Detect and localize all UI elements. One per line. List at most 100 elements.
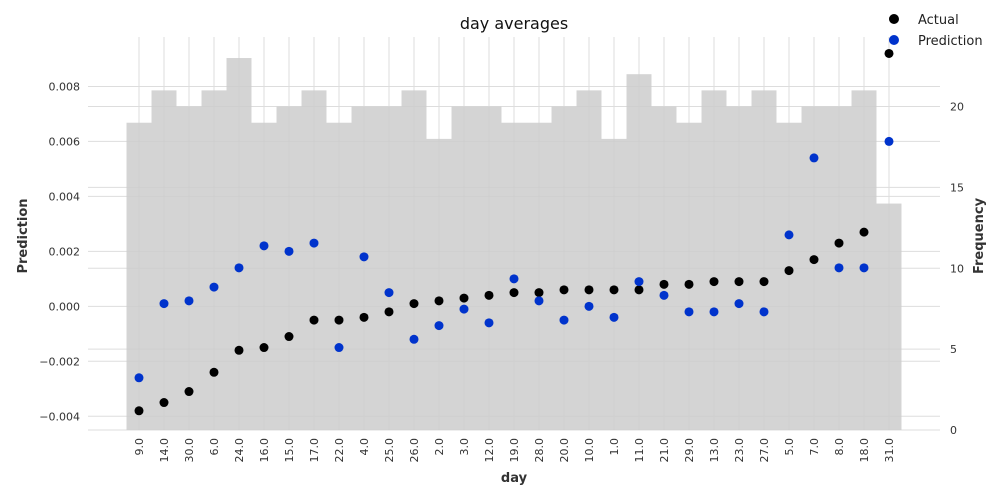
actual-point [784,266,794,276]
prediction-point [334,343,344,353]
x-tick-label: 5.0 [783,438,796,456]
x-tick-label: 6.0 [208,438,221,456]
actual-point [409,299,419,309]
y-tick-label: −0.004 [39,410,80,423]
prediction-point [834,263,844,273]
y-axis-ticks: −0.004 −0.002 0.000 0.002 0.004 0.006 0.008 [39,80,80,423]
y2-tick-label: 20 [950,101,964,114]
actual-point [859,227,869,237]
y2-tick-label: 0 [950,424,957,437]
actual-point [634,285,644,295]
frequency-bar [851,90,877,431]
x-tick-label: 26.0 [408,438,421,463]
prediction-point [534,296,544,306]
frequency-bar [201,90,227,431]
x-tick-label: 19.0 [508,438,521,463]
actual-point [384,307,394,317]
x-tick-label: 29.0 [683,438,696,463]
x-tick-label: 16.0 [258,438,271,463]
frequency-bar [551,106,577,430]
prediction-point [259,241,269,251]
frequency-bar [576,90,602,431]
x-tick-label: 9.0 [133,438,146,456]
x-tick-label: 31.0 [883,438,896,463]
x-tick-label: 1.0 [608,438,621,456]
x-tick-label: 14.0 [158,438,171,463]
prediction-point [184,296,194,306]
x-tick-label: 3.0 [458,438,471,456]
prediction-point [584,301,594,311]
x-axis-ticks: 9.0 14.0 30.0 6.0 24.0 16.0 15.0 17.0 22.0 4.0 25.… [133,438,896,463]
scatter-points [134,48,894,416]
actual-point [434,296,444,306]
actual-point [184,387,194,397]
x-tick-label: 7.0 [808,438,821,456]
actual-point [309,315,319,325]
y-tick-label: −0.002 [39,355,80,368]
prediction-point [884,136,894,146]
frequency-bar [426,138,452,430]
frequency-bar [376,106,402,430]
y-tick-label: 0.006 [49,135,81,148]
frequency-bar [751,90,777,431]
x-axis-title: day [501,471,528,486]
actual-point [684,279,694,289]
frequency-bar [226,58,252,431]
prediction-point [459,304,469,314]
y2-axis-title: Frequency [972,197,987,274]
prediction-point [809,153,819,163]
prediction-point [734,299,744,309]
y-axis-title: Prediction [16,198,31,273]
actual-point [659,279,669,289]
actual-point [709,277,719,287]
frequency-bar [676,122,702,430]
frequency-bars [126,58,902,431]
x-tick-label: 13.0 [708,438,721,463]
legend-marker-actual [889,14,899,24]
actual-point [284,332,294,342]
actual-point [259,343,269,353]
actual-point [609,285,619,295]
y2-tick-label: 10 [950,262,964,275]
x-tick-label: 24.0 [233,438,246,463]
prediction-point [409,334,419,344]
frequency-bar [176,106,202,430]
prediction-point [684,307,694,317]
frequency-bar [526,122,552,430]
frequency-bar [451,106,477,430]
frequency-bar [276,106,302,430]
actual-point [809,255,819,265]
frequency-bar [651,106,677,430]
actual-point [759,277,769,287]
frequency-bar [401,90,427,431]
x-tick-label: 30.0 [183,438,196,463]
y-tick-label: 0.000 [49,300,81,313]
prediction-point [559,315,569,325]
legend: Actual Prediction [889,13,983,49]
actual-point [209,367,219,377]
prediction-point [234,263,244,273]
x-tick-label: 2.0 [433,438,446,456]
legend-marker-prediction [889,35,899,45]
chart-title: day averages [460,14,568,33]
frequency-bar [876,203,902,430]
actual-point [134,406,144,416]
prediction-point [159,299,169,309]
prediction-point [384,288,394,298]
prediction-point [759,307,769,317]
actual-point [734,277,744,287]
x-tick-label: 8.0 [833,438,846,456]
x-tick-label: 27.0 [758,438,771,463]
frequency-bar [251,122,277,430]
y-tick-label: 0.002 [49,245,81,258]
x-tick-label: 28.0 [533,438,546,463]
actual-point [459,293,469,303]
frequency-bar [701,90,727,431]
frequency-bar [726,106,752,430]
x-tick-label: 15.0 [283,438,296,463]
x-tick-label: 22.0 [333,438,346,463]
prediction-point [209,282,219,292]
prediction-point [659,290,669,300]
frequency-bar [351,106,377,430]
x-tick-label: 11.0 [633,438,646,463]
